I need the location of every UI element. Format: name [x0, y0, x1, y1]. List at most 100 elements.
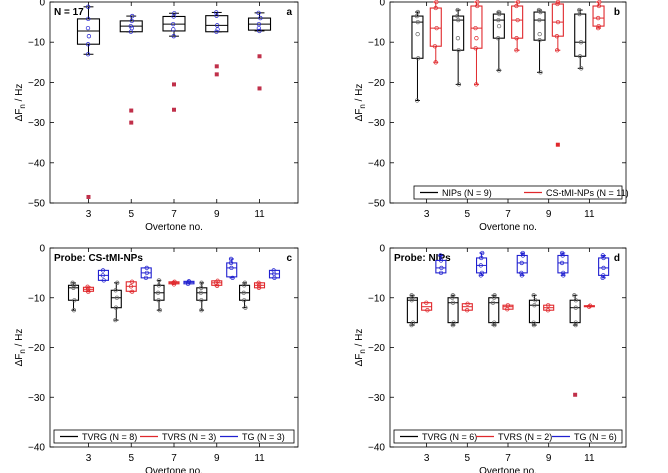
figure: 0 −10 −20 −30 −40 −50 3 5 7 9 11 Overtone no. ΔFn / …	[0, 0, 668, 473]
box	[453, 16, 464, 50]
outlier-point	[215, 64, 219, 68]
box	[493, 14, 504, 38]
x-axis-label: Overtone no.	[479, 466, 537, 473]
outlier-point	[172, 108, 176, 112]
y-tick-label: −10	[28, 293, 45, 304]
x-tick-label: 7	[171, 453, 177, 464]
x-tick-label: 5	[128, 209, 134, 220]
x-tick-label: 9	[214, 209, 220, 220]
legend-label: TVRS (N = 2)	[498, 432, 552, 442]
y-tick-label: 0	[39, 0, 45, 9]
x-tick-label: 3	[86, 453, 92, 464]
box	[407, 298, 417, 323]
outlier-point	[258, 54, 262, 58]
outlier-point	[129, 109, 133, 113]
outlier-point	[573, 393, 577, 397]
panel-label: a	[286, 7, 292, 18]
x-tick-label: 11	[584, 209, 595, 220]
y-tick-label: −50	[28, 199, 45, 210]
x-tick-label: 5	[128, 453, 134, 464]
plot-frame	[390, 248, 626, 447]
x-tick-label: 9	[546, 209, 552, 220]
panel-c: 0 −10 −20 −30 −40 3 5 7 9 11 Overtone no. ΔFn / Hz c…	[14, 244, 298, 473]
x-tick-label: 11	[584, 453, 595, 464]
legend-label: TG (N = 6)	[574, 432, 617, 442]
y-tick-label: −30	[28, 393, 45, 404]
outlier-point	[556, 143, 560, 147]
plot-frame	[50, 248, 298, 447]
legend-label: TVRG (N = 6)	[422, 432, 477, 442]
y-tick-label: 0	[39, 244, 45, 255]
legend-label: TG (N = 3)	[242, 432, 285, 442]
panel-label: b	[614, 7, 620, 18]
panel-a: 0 −10 −20 −30 −40 −50 3 5 7 9 11 Overtone no. ΔFn / …	[14, 0, 298, 233]
y-axis-label-main: ΔF	[354, 354, 365, 367]
y-tick-label: −40	[368, 443, 385, 454]
y-tick-label: −20	[28, 343, 45, 354]
y-tick-label: −50	[368, 199, 385, 210]
outlier-point	[129, 121, 133, 125]
x-tick-label: 5	[465, 209, 471, 220]
x-tick-label: 9	[214, 453, 220, 464]
y-tick-label: −40	[368, 158, 385, 169]
panel-label: d	[614, 253, 620, 264]
y-axis-label-unit: / Hz	[14, 84, 25, 105]
x-tick-label: 7	[505, 209, 511, 220]
y-tick-label: 0	[379, 0, 385, 9]
x-tick-label: 3	[424, 453, 430, 464]
x-tick-label: 9	[546, 453, 552, 464]
x-tick-label: 11	[254, 209, 265, 220]
x-tick-label: 3	[86, 209, 92, 220]
x-axis-label: Overtone no.	[145, 222, 203, 233]
y-tick-label: 0	[379, 244, 385, 255]
y-axis-label-unit: / Hz	[354, 329, 365, 350]
y-tick-label: −30	[28, 118, 45, 129]
y-tick-label: −20	[28, 78, 45, 89]
panel-annotation: N = 17	[54, 7, 84, 18]
x-tick-label: 5	[465, 453, 471, 464]
x-tick-label: 11	[254, 453, 265, 464]
x-axis-label: Overtone no.	[479, 222, 537, 233]
box	[430, 8, 441, 46]
outlier-point	[172, 82, 176, 86]
panel-b: 0−10−20−30−40−503 5 7 9 11Overtone no.ΔFn / …	[354, 0, 629, 233]
legend-label: CS-tMI-NPs (N = 11)	[546, 188, 629, 198]
box	[599, 258, 609, 275]
box	[448, 298, 458, 323]
panel-label: c	[286, 253, 292, 264]
panel-annotation: Probe: CS-tMI-NPs	[54, 253, 143, 264]
plot-frame	[390, 2, 626, 203]
y-axis-label: ΔFn / Hz	[354, 329, 367, 367]
y-tick-label: −10	[368, 293, 385, 304]
y-axis-label-main: ΔF	[14, 354, 25, 367]
outlier-point	[86, 195, 90, 199]
panel-d: 0 −10 −20 −30 −40 3 5 7 9 11 Overtone no. ΔFn / Hz d…	[354, 244, 626, 473]
box	[575, 14, 586, 56]
y-tick-label: −30	[368, 393, 385, 404]
x-tick-label: 3	[424, 209, 430, 220]
legend-label: TVRG (N = 8)	[82, 432, 137, 442]
y-axis-label-main: ΔF	[354, 109, 365, 122]
y-axis-label-unit: / Hz	[354, 84, 365, 105]
legend-label: NIPs (N = 9)	[442, 188, 492, 198]
box	[77, 19, 99, 44]
box	[517, 255, 527, 272]
y-tick-label: −40	[28, 158, 45, 169]
y-tick-label: −10	[28, 38, 45, 49]
y-axis-label: ΔFn / Hz	[354, 84, 367, 122]
outlier-point	[215, 72, 219, 76]
x-tick-label: 7	[505, 453, 511, 464]
y-tick-label: −40	[28, 443, 45, 454]
y-axis-label-unit: / Hz	[14, 329, 25, 350]
box	[111, 290, 121, 307]
outlier-point	[258, 86, 262, 90]
y-tick-label: −20	[368, 78, 385, 89]
x-tick-label: 7	[171, 209, 177, 220]
box	[570, 300, 580, 322]
y-tick-label: −20	[368, 343, 385, 354]
legend-label: TVRS (N = 3)	[162, 432, 216, 442]
box	[471, 6, 482, 48]
y-tick-label: −10	[368, 38, 385, 49]
y-axis-label-main: ΔF	[14, 109, 25, 122]
y-axis-label: ΔFn / Hz	[14, 329, 27, 367]
